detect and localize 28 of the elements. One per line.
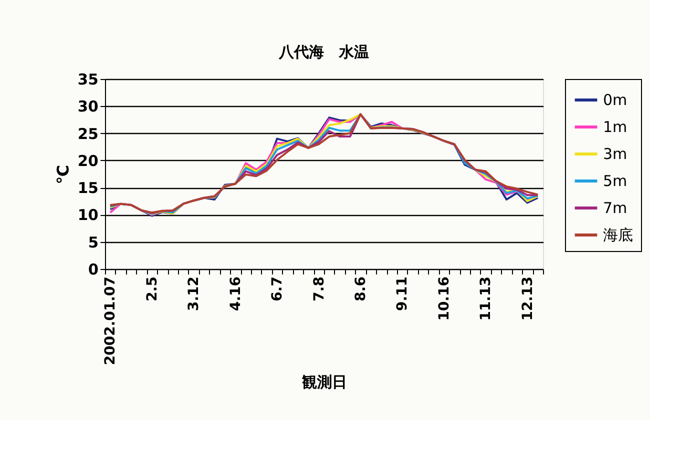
legend-label: 5m (603, 172, 628, 190)
x-tick-label: 12.13 (520, 276, 536, 321)
x-tick-label: 2.5 (144, 276, 160, 302)
y-tick-label: 35 (78, 70, 98, 88)
x-tick-label: 10.16 (436, 276, 452, 321)
y-tick-label: 10 (78, 206, 98, 224)
x-tick-label: 11.13 (478, 276, 494, 321)
x-tick-label: 8.6 (353, 276, 369, 302)
x-tick-label: 6.7 (270, 276, 286, 302)
y-tick-label: 0 (88, 260, 98, 278)
chart-title: 八代海 水温 (278, 43, 369, 61)
legend-label: 7m (603, 199, 628, 217)
y-tick-label: 15 (78, 179, 98, 198)
x-tick-label: 3.12 (186, 276, 202, 312)
y-tick-label: 20 (78, 152, 98, 170)
x-axis-title: 観測日 (301, 373, 347, 392)
y-axis-title: ℃ (54, 164, 73, 184)
y-tick-label: 25 (78, 124, 98, 143)
y-tick-label: 30 (78, 98, 98, 116)
legend-label: 1m (603, 118, 628, 136)
legend-label: 海底 (603, 226, 633, 244)
x-tick-label: 2002.01.07 (102, 276, 119, 366)
legend-label: 0m (603, 91, 628, 109)
x-tick-label: 9.11 (394, 276, 411, 312)
legend-label: 3m (603, 145, 628, 163)
x-tick-label: 4.16 (228, 276, 244, 312)
y-tick-label: 5 (88, 233, 98, 252)
x-tick-label: 7.8 (311, 276, 328, 302)
